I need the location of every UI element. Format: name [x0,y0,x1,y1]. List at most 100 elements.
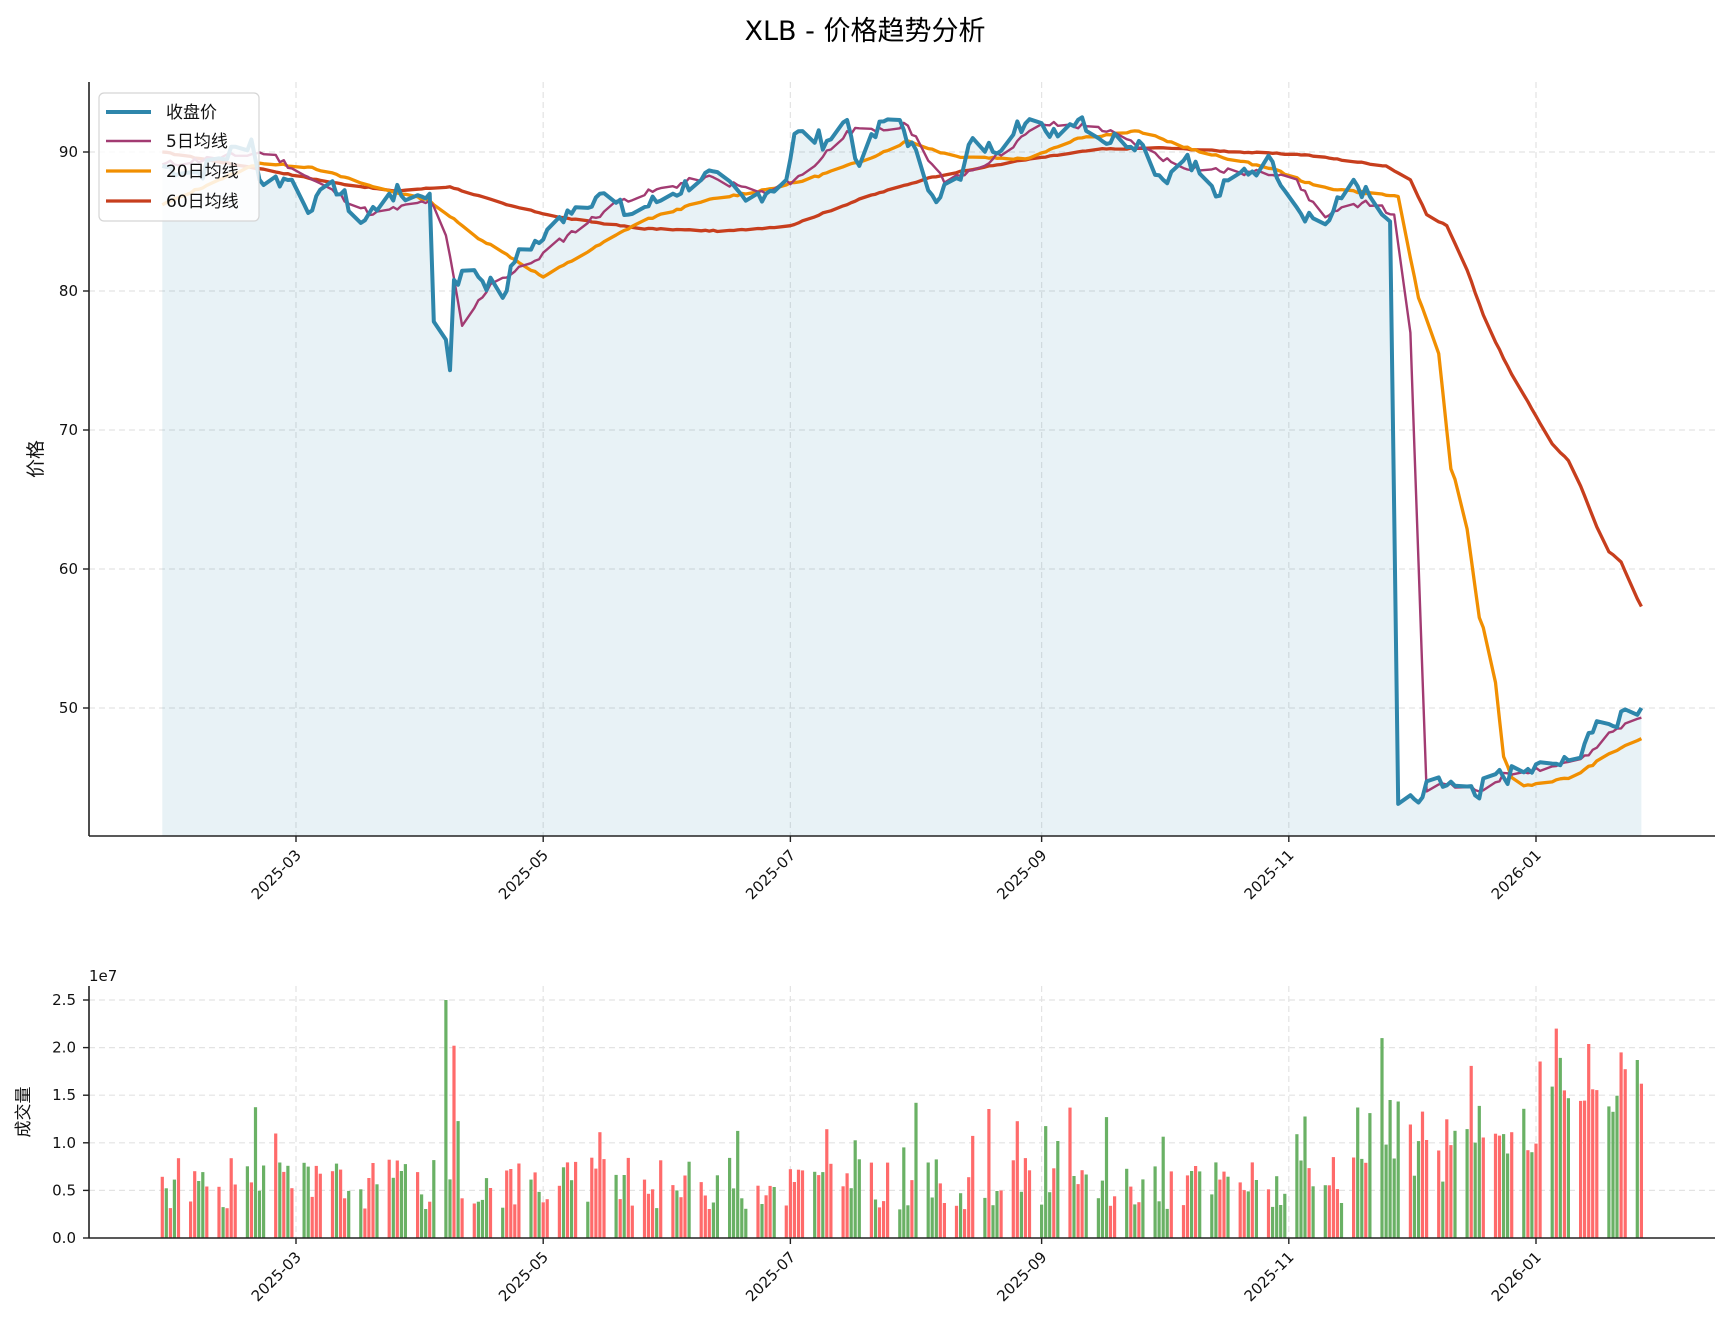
volume-bar [845,1173,849,1238]
volume-bar [1133,1204,1137,1238]
volume-bar [513,1204,517,1238]
volume-y-tick-label: 0.0 [52,1229,76,1247]
volume-bar [1238,1182,1242,1238]
volume-bar [1011,1160,1015,1238]
legend-box [98,92,260,222]
volume-bar [764,1195,768,1238]
volume-bar [1477,1105,1481,1238]
volume-bar [1554,1028,1558,1238]
volume-bar [189,1201,193,1238]
volume-bar [570,1180,574,1238]
volume-bar [1392,1158,1396,1238]
volume-bar [1027,1170,1032,1238]
volume-bar [229,1158,233,1238]
volume-bar [841,1186,845,1238]
volume-bar [428,1201,432,1238]
volume-bar [1538,1061,1542,1238]
volume-bar [655,1208,659,1238]
volume-bar [1420,1111,1425,1238]
volume-bar [1493,1133,1498,1238]
volume-bar [1299,1160,1303,1238]
volume-bar [286,1165,290,1238]
volume-bar [1250,1162,1254,1238]
volume-bar [642,1179,647,1238]
volume-bar [930,1197,934,1238]
volume-bar [1303,1116,1307,1238]
volume-bar [1068,1107,1072,1238]
volume-bar [626,1157,630,1238]
volume-bar [274,1133,278,1238]
volume-bar [914,1102,918,1238]
volume-bar [1165,1208,1169,1238]
volume-bar [594,1168,598,1238]
volume-bar [853,1140,857,1238]
volume-bar [1157,1201,1161,1238]
volume-bar [1161,1136,1165,1238]
volume-bar [1096,1198,1100,1238]
volume-bar [432,1160,436,1238]
volume-bar [1396,1101,1400,1238]
legend-label-ma5: 5日均线 [166,132,228,152]
volume-bar [1380,1038,1384,1238]
volume-bar [391,1177,395,1238]
volume-bar [886,1162,890,1238]
volume-bar [825,1129,829,1238]
volume-bar [347,1190,351,1238]
volume-bar [1510,1132,1514,1238]
volume-bar [399,1171,403,1238]
volume-bar [630,1205,634,1238]
volume-bar [1639,1083,1643,1238]
volume-bar [1084,1174,1088,1238]
volume-bar [1185,1175,1190,1238]
price-y-tick-label: 60 [59,560,78,578]
volume-bar [1611,1111,1615,1238]
volume-bar [821,1172,825,1238]
x-tick-label: 2025-11 [1241,846,1298,903]
volume-bar [983,1197,987,1238]
volume-bar [367,1178,371,1238]
volume-bar [1408,1124,1412,1238]
volume-bar [1445,1119,1449,1238]
volume-bar [598,1132,602,1238]
volume-bar [1311,1186,1315,1238]
volume-bar [1441,1181,1445,1238]
price-y-axis-label: 价格 [25,440,47,478]
volume-bar [1210,1194,1214,1238]
volume-y-tick-label: 2.5 [52,991,76,1009]
volume-bar [509,1169,513,1238]
volume-bar [1113,1196,1117,1238]
volume-bar [1368,1113,1372,1238]
volume-bar [310,1196,314,1238]
volume-bar [1465,1129,1469,1238]
volume-bar [371,1163,375,1238]
x-tick-label: 2025-11 [1241,1248,1298,1305]
volume-bar [659,1160,663,1238]
volume-bar [363,1208,367,1238]
volume-bar [857,1159,861,1238]
x-tick-label: 2025-09 [993,1248,1050,1305]
volume-bar [460,1198,464,1238]
volume-y-axis-label: 成交量 [14,1087,34,1138]
volume-bar [1048,1192,1052,1238]
volume-bar [1579,1100,1583,1238]
volume-bar [1254,1180,1258,1238]
volume-bar [999,1190,1003,1238]
volume-bar [359,1189,363,1238]
volume-bar [1275,1176,1279,1238]
volume-bar [1558,1057,1562,1238]
volume-bar [1339,1203,1344,1238]
volume-bar [1044,1126,1048,1238]
volume-bar [565,1162,570,1238]
volume-bar [420,1194,424,1238]
volume-bar [740,1198,744,1238]
legend-item-close: 收盘价 [106,103,217,123]
volume-bar [1169,1171,1173,1238]
volume-bar [1246,1191,1250,1238]
volume-bar [882,1201,886,1238]
volume-bar [1360,1158,1364,1238]
volume-bar [1623,1069,1627,1238]
x-tick-label: 2025-03 [248,1248,305,1305]
volume-bar [1104,1117,1109,1238]
volume-bar [813,1171,817,1238]
